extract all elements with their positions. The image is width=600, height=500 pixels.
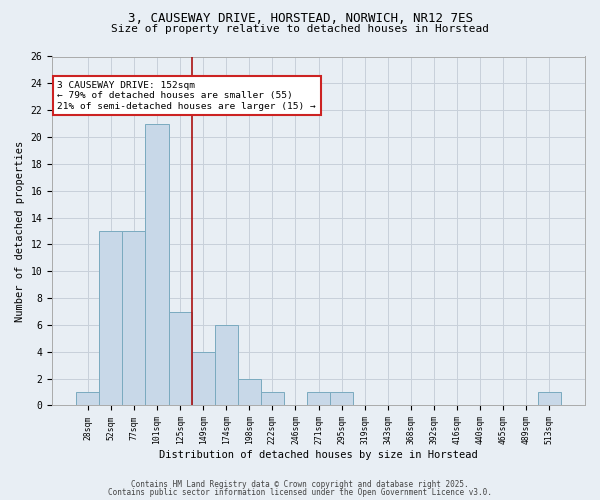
X-axis label: Distribution of detached houses by size in Horstead: Distribution of detached houses by size … xyxy=(159,450,478,460)
Bar xyxy=(261,392,284,406)
Bar xyxy=(122,231,145,406)
Text: 3, CAUSEWAY DRIVE, HORSTEAD, NORWICH, NR12 7ES: 3, CAUSEWAY DRIVE, HORSTEAD, NORWICH, NR… xyxy=(128,12,473,26)
Bar xyxy=(169,312,191,406)
Text: 3 CAUSEWAY DRIVE: 152sqm
← 79% of detached houses are smaller (55)
21% of semi-d: 3 CAUSEWAY DRIVE: 152sqm ← 79% of detach… xyxy=(58,81,316,110)
Bar xyxy=(191,352,215,406)
Text: Contains public sector information licensed under the Open Government Licence v3: Contains public sector information licen… xyxy=(108,488,492,497)
Bar xyxy=(76,392,100,406)
Bar xyxy=(330,392,353,406)
Bar xyxy=(145,124,169,406)
Y-axis label: Number of detached properties: Number of detached properties xyxy=(15,140,25,322)
Text: Size of property relative to detached houses in Horstead: Size of property relative to detached ho… xyxy=(111,24,489,34)
Bar xyxy=(538,392,561,406)
Bar xyxy=(100,231,122,406)
Text: Contains HM Land Registry data © Crown copyright and database right 2025.: Contains HM Land Registry data © Crown c… xyxy=(131,480,469,489)
Bar xyxy=(238,378,261,406)
Bar xyxy=(307,392,330,406)
Bar xyxy=(215,325,238,406)
